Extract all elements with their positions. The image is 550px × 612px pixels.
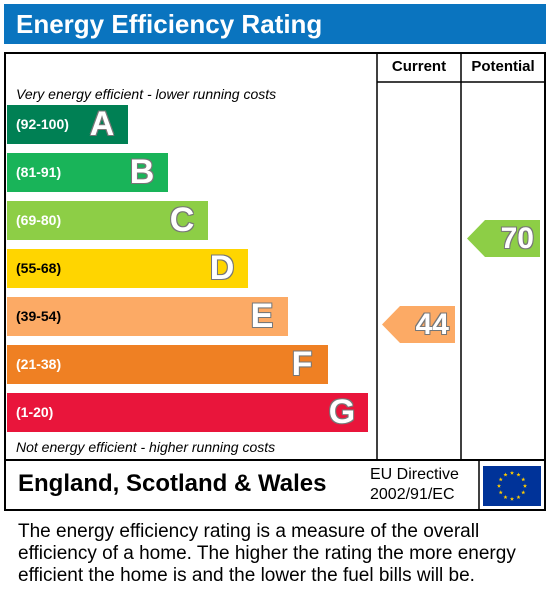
band-range: (39-54) bbox=[16, 308, 62, 324]
band-a: (92-100) A bbox=[7, 105, 128, 144]
band-d: (55-68) D bbox=[7, 249, 248, 288]
eu-flag-icon bbox=[483, 466, 541, 506]
band-f: (21-38) F bbox=[7, 345, 328, 384]
band-range: (55-68) bbox=[16, 260, 62, 276]
band-c: (69-80) C bbox=[7, 201, 208, 240]
directive-line-1: EU Directive bbox=[370, 466, 459, 483]
flag-star bbox=[498, 477, 503, 482]
rating-table: Current Potential Very energy efficient … bbox=[4, 52, 546, 511]
current-rating-arrow: 44 bbox=[382, 306, 455, 343]
potential-rating-value: 70 bbox=[500, 222, 534, 255]
flag-star bbox=[522, 483, 528, 488]
band-letter: E bbox=[250, 297, 274, 335]
flag-star bbox=[509, 470, 515, 475]
eu-directive: EU Directive 2002/91/EC bbox=[370, 465, 480, 505]
current-column-header: Current bbox=[391, 58, 447, 75]
band-range: (21-38) bbox=[16, 356, 62, 372]
band-range: (69-80) bbox=[16, 212, 62, 228]
flag-star bbox=[521, 477, 526, 482]
band-letter: C bbox=[169, 201, 195, 239]
potential-column-header: Potential bbox=[471, 58, 535, 75]
band-g: (1-20) G bbox=[7, 393, 368, 432]
flag-star bbox=[509, 496, 515, 501]
flag-star bbox=[516, 495, 521, 500]
current-rating-value: 44 bbox=[415, 308, 449, 341]
band-range: (1-20) bbox=[16, 404, 54, 420]
flag-star bbox=[503, 495, 508, 500]
band-letter: G bbox=[328, 393, 356, 431]
band-letter: D bbox=[209, 249, 235, 287]
title-bar: Energy Efficiency Rating bbox=[4, 4, 546, 44]
band-range: (92-100) bbox=[16, 116, 69, 132]
band-e: (39-54) E bbox=[7, 297, 288, 336]
description-text: The energy efficiency rating is a measur… bbox=[18, 521, 516, 586]
band-range: (81-91) bbox=[16, 164, 62, 180]
flag-star bbox=[496, 483, 502, 488]
page-title: Energy Efficiency Rating bbox=[16, 9, 323, 39]
top-note: Very energy efficient - lower running co… bbox=[16, 86, 277, 102]
table-grid bbox=[4, 52, 546, 511]
band-letter: F bbox=[291, 345, 313, 383]
band-letter: A bbox=[89, 105, 115, 143]
flag-star bbox=[503, 472, 508, 477]
flag-star bbox=[521, 490, 526, 495]
potential-rating-arrow: 70 bbox=[467, 220, 540, 257]
flag-star bbox=[498, 490, 503, 495]
band-letter: B bbox=[129, 153, 155, 191]
flag-star bbox=[516, 472, 521, 477]
region-label: England, Scotland & Wales bbox=[18, 470, 327, 497]
band-b: (81-91) B bbox=[7, 153, 168, 192]
bottom-note: Not energy efficient - higher running co… bbox=[16, 439, 276, 455]
directive-line-2: 2002/91/EC bbox=[370, 486, 455, 503]
